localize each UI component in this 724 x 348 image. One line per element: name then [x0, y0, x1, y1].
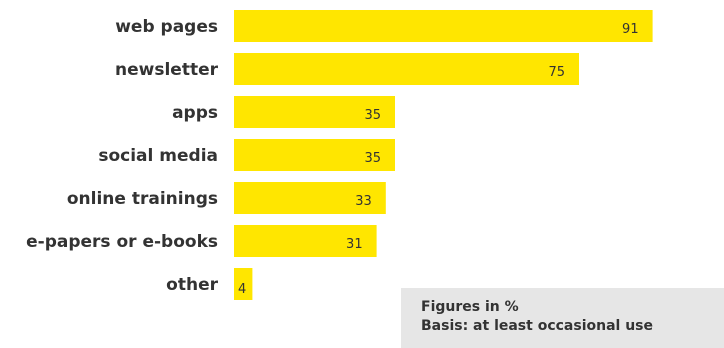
value-label-social-media: 35	[364, 151, 381, 166]
category-label-e-papers-or-e-books: e-papers or e-books	[26, 232, 218, 252]
value-label-other: 4	[238, 282, 246, 297]
value-label-e-papers-or-e-books: 31	[346, 237, 363, 252]
value-label-newsletter: 75	[548, 65, 565, 80]
bar-web-pages	[234, 10, 653, 42]
category-label-apps: apps	[172, 103, 218, 123]
bar-other	[234, 268, 253, 300]
bar-e-papers-or-e-books	[234, 225, 377, 257]
bar-apps	[234, 96, 395, 128]
value-label-online-trainings: 33	[355, 194, 372, 209]
category-label-web-pages: web pages	[115, 17, 218, 37]
bar-online-trainings	[234, 182, 386, 214]
note-unit: Figures in %	[421, 299, 519, 315]
category-label-social-media: social media	[98, 146, 218, 166]
bar-social-media	[234, 139, 395, 171]
chart-note: Figures in % Basis: at least occasional …	[401, 288, 724, 348]
value-label-web-pages: 91	[622, 22, 639, 37]
bar-newsletter	[234, 53, 579, 85]
category-label-other: other	[166, 275, 218, 295]
value-label-apps: 35	[364, 108, 381, 123]
note-basis: Basis: at least occasional use	[421, 318, 654, 334]
category-label-online-trainings: online trainings	[67, 189, 218, 209]
category-label-newsletter: newsletter	[115, 60, 219, 80]
